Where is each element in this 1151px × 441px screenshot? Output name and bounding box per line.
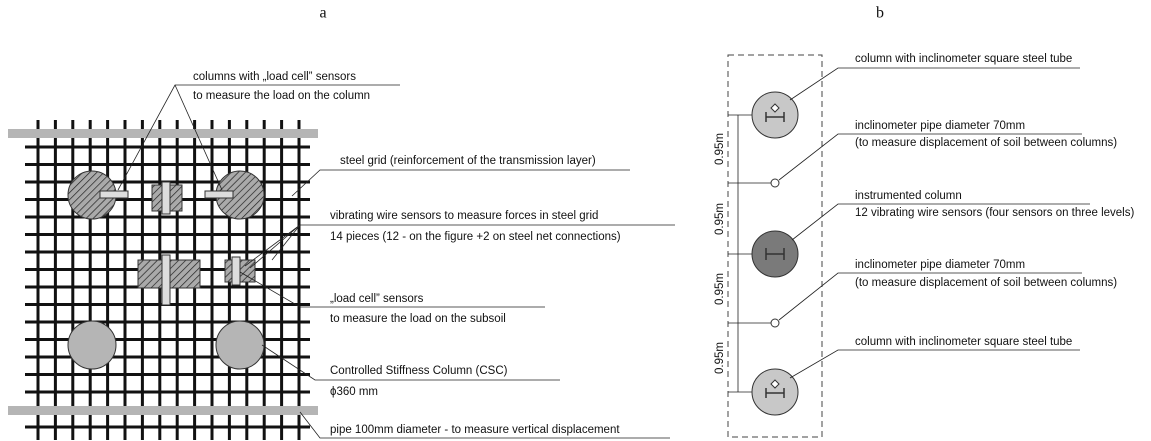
pipe: [8, 129, 318, 138]
annotation: column with inclinometer square steel tu…: [855, 53, 1072, 65]
columns-b: [751, 91, 799, 416]
annotation-sub: to measure the load on the column: [193, 90, 370, 102]
annotation: instrumented column: [855, 190, 962, 202]
annotation: inclinometer pipe diameter 70mm: [855, 259, 1025, 271]
annotation-sub: (to measure displacement of soil between…: [855, 137, 1117, 149]
columns: [67, 170, 265, 370]
annotation: vibrating wire sensors to measure forces…: [330, 210, 598, 222]
annotation-sub: to measure the load on the subsoil: [330, 313, 506, 325]
annotation-sub: ϕ360 mm: [330, 386, 378, 398]
annotation-sub: 14 pieces (12 - on the figure +2 on stee…: [330, 231, 621, 243]
leaders: [117, 84, 675, 439]
annotation: column with inclinometer square steel tu…: [855, 336, 1072, 348]
annotation: steel grid (reinforcement of the transmi…: [340, 155, 596, 167]
annotation-sub: (to measure displacement of soil between…: [855, 277, 1117, 289]
annotation-sub: 12 vibrating wire sensors (four sensors …: [855, 207, 1134, 219]
annotation: pipe 100mm diameter - to measure vertica…: [330, 424, 620, 436]
plot-boundary: [727, 54, 823, 438]
annotation: Controlled Stiffness Column (CSC): [330, 365, 508, 377]
pipe: [8, 406, 318, 415]
dimension-label: 0.95m: [714, 133, 726, 165]
dimension-label: 0.95m: [714, 203, 726, 235]
dimension-label: 0.95m: [714, 342, 726, 374]
annotation: „load cell” sensors: [330, 293, 424, 305]
panel-label: a: [319, 5, 326, 22]
dimension-label: 0.95m: [714, 273, 726, 305]
annotation: inclinometer pipe diameter 70mm: [855, 120, 1025, 132]
leaders-b: [778, 67, 1090, 379]
annotation: columns with „load cell” sensors: [193, 71, 356, 83]
panel-label: b: [876, 5, 884, 22]
